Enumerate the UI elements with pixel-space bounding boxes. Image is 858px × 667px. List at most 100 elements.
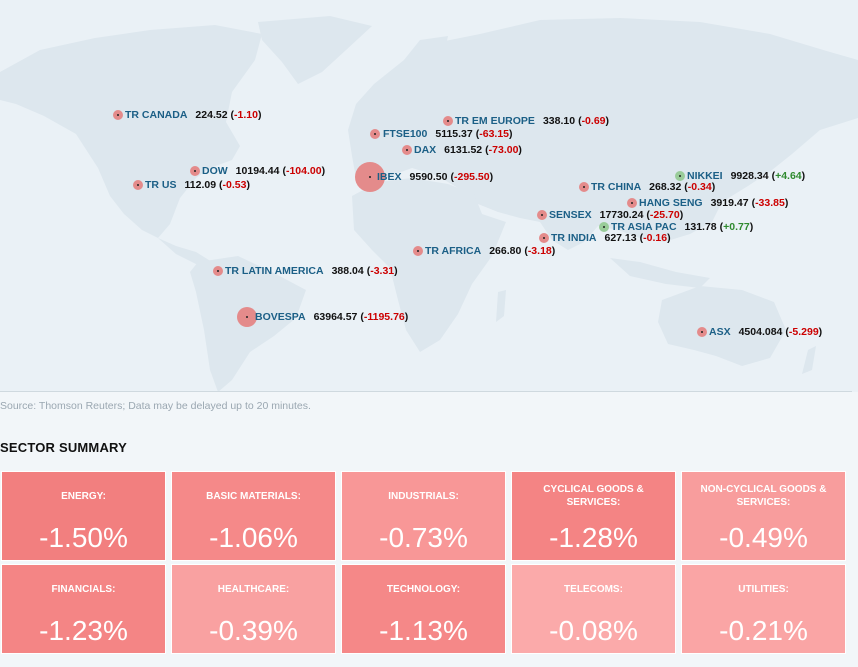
ftse100-change: (-63.15) bbox=[475, 128, 513, 140]
sector-value: -0.49% bbox=[719, 522, 808, 553]
sector-value: -1.50% bbox=[39, 522, 128, 553]
ibex-name[interactable]: IBEX bbox=[377, 171, 402, 183]
sensex-marker-dot[interactable] bbox=[537, 210, 547, 220]
ibex-value: 9590.50 bbox=[409, 171, 448, 183]
tr-india-name[interactable]: TR INDIA bbox=[551, 232, 597, 244]
tr-us-marker[interactable]: TR US 112.09 (-0.53) bbox=[145, 177, 250, 193]
asx-value: 4504.084 bbox=[738, 326, 783, 338]
dax-marker[interactable]: DAX 6131.52 (-73.00) bbox=[414, 142, 522, 158]
sector-summary-grid: ENERGY: -1.50% BASIC MATERIALS: -1.06% I… bbox=[0, 470, 858, 667]
tr-india-value: 627.13 bbox=[604, 232, 637, 244]
sector-label: HEALTHCARE: bbox=[217, 583, 290, 595]
dax-change: (-73.00) bbox=[485, 144, 522, 156]
sector-tile-basic-materials[interactable]: BASIC MATERIALS: -1.06% bbox=[171, 471, 336, 561]
sector-tile-financials[interactable]: FINANCIALS: -1.23% bbox=[1, 564, 166, 654]
source-note: Source: Thomson Reuters; Data may be del… bbox=[0, 400, 311, 412]
ftse100-marker[interactable]: FTSE100 5115.37 (-63.15) bbox=[383, 126, 513, 142]
dax-value: 6131.52 bbox=[444, 144, 483, 156]
ftse100-name[interactable]: FTSE100 bbox=[383, 128, 428, 140]
nikkei-marker[interactable]: NIKKEI 9928.34 (+4.64) bbox=[687, 168, 805, 184]
tr-india-marker[interactable]: TR INDIA 627.13 (-0.16) bbox=[551, 230, 671, 246]
tr-latin-america-value: 388.04 bbox=[331, 265, 364, 277]
tr-canada-marker-dot[interactable] bbox=[113, 110, 123, 120]
tr-china-change: (-0.34) bbox=[684, 181, 716, 193]
sector-tile-healthcare[interactable]: HEALTHCARE: -0.39% bbox=[171, 564, 336, 654]
tr-canada-marker[interactable]: TR CANADA 224.52 (-1.10) bbox=[125, 107, 261, 123]
sector-label: TECHNOLOGY: bbox=[386, 583, 461, 595]
dax-name[interactable]: DAX bbox=[414, 144, 437, 156]
tr-em-europe-value: 338.10 bbox=[542, 115, 576, 127]
dow-value: 10194.44 bbox=[235, 165, 280, 177]
sector-tile-cyclical-goods[interactable]: CYCLICAL GOODS & SERVICES: -1.28% bbox=[511, 471, 676, 561]
hang-seng-marker-dot[interactable] bbox=[627, 198, 637, 208]
tr-asia-pac-value: 131.78 bbox=[684, 221, 717, 233]
asx-marker-dot[interactable] bbox=[697, 327, 707, 337]
tr-latin-america-change: (-3.31) bbox=[366, 265, 398, 277]
tr-asia-pac-marker[interactable]: TR ASIA PAC 131.78 (+0.77) bbox=[611, 219, 753, 235]
hang-seng-value: 3919.47 bbox=[710, 197, 749, 209]
asx-name[interactable]: ASX bbox=[709, 326, 731, 338]
sensex-value: 17730.24 bbox=[599, 209, 644, 221]
dow-marker-dot[interactable] bbox=[190, 166, 200, 176]
tr-latin-america-name[interactable]: TR LATIN AMERICA bbox=[225, 265, 324, 277]
sector-label: ENERGY: bbox=[61, 490, 106, 502]
sector-value: -0.08% bbox=[549, 615, 638, 646]
tr-china-name[interactable]: TR CHINA bbox=[591, 181, 642, 193]
tr-em-europe-marker[interactable]: TR EM EUROPE 338.10 (-0.69) bbox=[455, 113, 609, 129]
hang-seng-name[interactable]: HANG SENG bbox=[639, 197, 703, 209]
sensex-marker[interactable]: SENSEX 17730.24 (-25.70) bbox=[549, 207, 683, 223]
sector-tile-industrials[interactable]: INDUSTRIALS: -0.73% bbox=[341, 471, 506, 561]
tr-canada-name[interactable]: TR CANADA bbox=[125, 109, 188, 121]
sector-tile-non-cyclical-goods[interactable]: NON-CYCLICAL GOODS & SERVICES: -0.49% bbox=[681, 471, 846, 561]
dax-marker-dot[interactable] bbox=[402, 145, 412, 155]
tr-africa-change: (-3.18) bbox=[524, 245, 556, 257]
tr-africa-name[interactable]: TR AFRICA bbox=[425, 245, 482, 257]
tr-india-marker-dot[interactable] bbox=[539, 233, 549, 243]
tr-us-change: (-0.53) bbox=[219, 179, 250, 191]
tr-latin-america-marker[interactable]: TR LATIN AMERICA 388.04 (-3.31) bbox=[225, 263, 398, 279]
bovespa-value: 63964.57 bbox=[313, 311, 358, 323]
ftse100-marker-dot[interactable] bbox=[370, 129, 380, 139]
nikkei-name[interactable]: NIKKEI bbox=[687, 170, 723, 182]
sector-label: NON-CYCLICAL GOODS & SERVICES: bbox=[700, 484, 827, 508]
tr-em-europe-name[interactable]: TR EM EUROPE bbox=[455, 115, 535, 127]
tr-us-name[interactable]: TR US bbox=[145, 179, 177, 191]
asx-marker[interactable]: ASX 4504.084 (-5.299) bbox=[709, 324, 822, 340]
ibex-marker[interactable]: IBEX 9590.50 (-295.50) bbox=[377, 169, 493, 185]
sector-label: CYCLICAL GOODS & SERVICES: bbox=[543, 484, 644, 508]
tr-india-change: (-0.16) bbox=[639, 232, 671, 244]
tr-china-marker-dot[interactable] bbox=[579, 182, 589, 192]
sector-value: -1.13% bbox=[379, 615, 468, 646]
bovespa-marker-dot[interactable] bbox=[237, 307, 257, 327]
bovespa-name[interactable]: BOVESPA bbox=[255, 311, 306, 323]
bovespa-marker[interactable]: BOVESPA 63964.57 (-1195.76) bbox=[255, 309, 408, 325]
world-map-graphic bbox=[0, 16, 858, 392]
tr-asia-pac-marker-dot[interactable] bbox=[599, 222, 609, 232]
sector-tile-telecoms[interactable]: TELECOMS: -0.08% bbox=[511, 564, 676, 654]
tr-asia-pac-name[interactable]: TR ASIA PAC bbox=[611, 221, 677, 233]
sector-value: -0.73% bbox=[379, 522, 468, 553]
tr-china-marker[interactable]: TR CHINA 268.32 (-0.34) bbox=[591, 179, 715, 195]
ibex-marker-dot[interactable] bbox=[355, 162, 385, 192]
sensex-change: (-25.70) bbox=[646, 209, 684, 221]
sector-value: -1.06% bbox=[209, 522, 298, 553]
tr-latin-america-marker-dot[interactable] bbox=[213, 266, 223, 276]
dow-marker[interactable]: DOW 10194.44 (-104.00) bbox=[202, 163, 325, 179]
sensex-name[interactable]: SENSEX bbox=[549, 209, 592, 221]
sector-value: -1.23% bbox=[39, 615, 128, 646]
hang-seng-marker[interactable]: HANG SENG 3919.47 (-33.85) bbox=[639, 195, 788, 211]
hang-seng-change: (-33.85) bbox=[751, 197, 789, 209]
tr-africa-marker-dot[interactable] bbox=[413, 246, 423, 256]
tr-africa-marker[interactable]: TR AFRICA 266.80 (-3.18) bbox=[425, 243, 555, 259]
sector-label: INDUSTRIALS: bbox=[388, 490, 459, 502]
tr-em-europe-marker-dot[interactable] bbox=[443, 116, 453, 126]
sector-tile-energy[interactable]: ENERGY: -1.50% bbox=[1, 471, 166, 561]
dow-change: (-104.00) bbox=[282, 165, 326, 177]
tr-us-marker-dot[interactable] bbox=[133, 180, 143, 190]
nikkei-marker-dot[interactable] bbox=[675, 171, 685, 181]
dow-name[interactable]: DOW bbox=[202, 165, 228, 177]
sector-value: -0.21% bbox=[719, 615, 808, 646]
sector-tile-technology[interactable]: TECHNOLOGY: -1.13% bbox=[341, 564, 506, 654]
sector-value: -1.28% bbox=[549, 522, 638, 553]
sector-tile-utilities[interactable]: UTILITIES: -0.21% bbox=[681, 564, 846, 654]
